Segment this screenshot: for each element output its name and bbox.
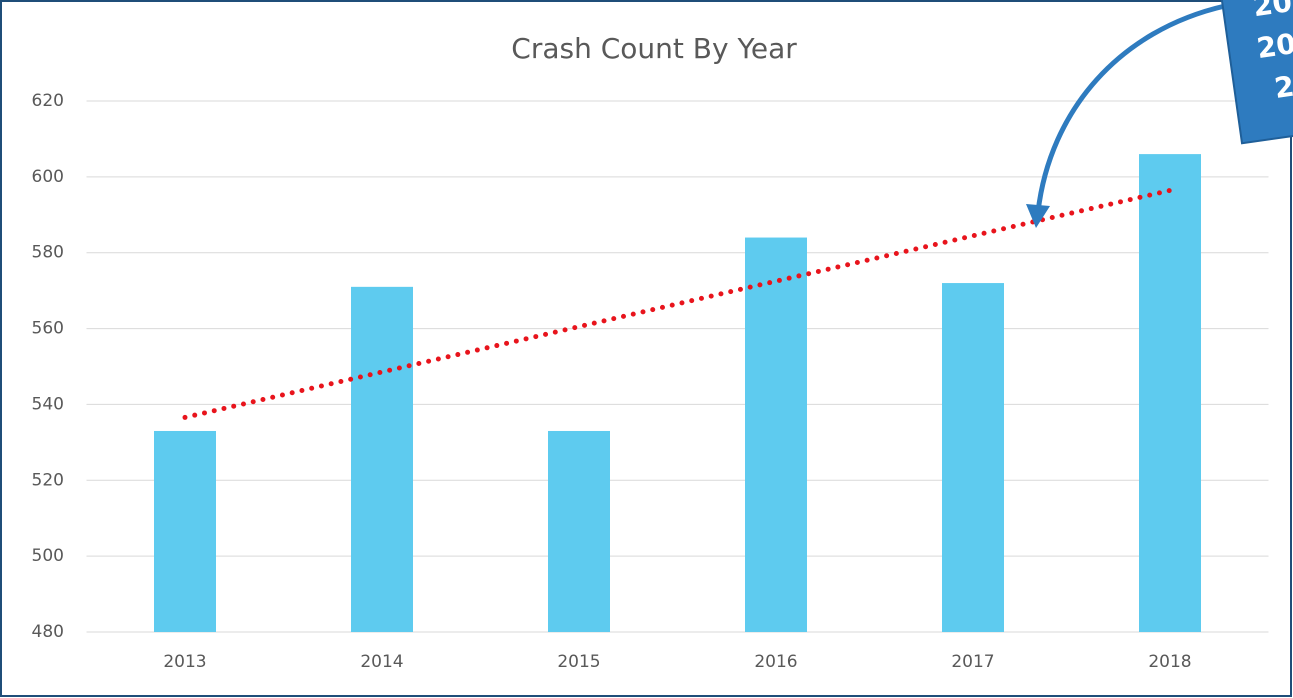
bar xyxy=(745,237,807,633)
y-tick-label: 620 xyxy=(32,91,64,111)
y-tick-label: 480 xyxy=(32,622,64,642)
bar xyxy=(1139,154,1201,632)
x-tick-label: 2018 xyxy=(1148,652,1191,672)
y-tick-label: 520 xyxy=(32,470,64,490)
y-tick-label: 500 xyxy=(32,546,64,566)
bar xyxy=(548,430,610,632)
y-tick-label: 540 xyxy=(32,394,64,414)
bar xyxy=(942,283,1004,632)
x-tick-label: 2015 xyxy=(557,652,600,672)
y-tick-label: 580 xyxy=(32,243,64,263)
arrow-head xyxy=(1026,204,1050,228)
bar xyxy=(351,286,413,632)
callout-text: 20 xyxy=(1255,27,1293,65)
callout: 20 20 2 xyxy=(1026,0,1293,228)
y-tick-label: 560 xyxy=(32,319,64,339)
chart-title: Crash Count By Year xyxy=(511,32,797,65)
bar xyxy=(154,430,216,632)
callout-box xyxy=(1218,0,1293,145)
callout-text: 2 xyxy=(1272,70,1293,105)
trendline xyxy=(182,187,1173,420)
y-tick-label: 600 xyxy=(32,167,64,187)
callout-text: 20 xyxy=(1251,0,1293,23)
x-tick-label: 2017 xyxy=(951,652,994,672)
x-tick-label: 2013 xyxy=(163,652,206,672)
x-tick-label: 2016 xyxy=(754,652,797,672)
arrow xyxy=(1035,3,1226,213)
x-tick-label: 2014 xyxy=(360,652,403,672)
